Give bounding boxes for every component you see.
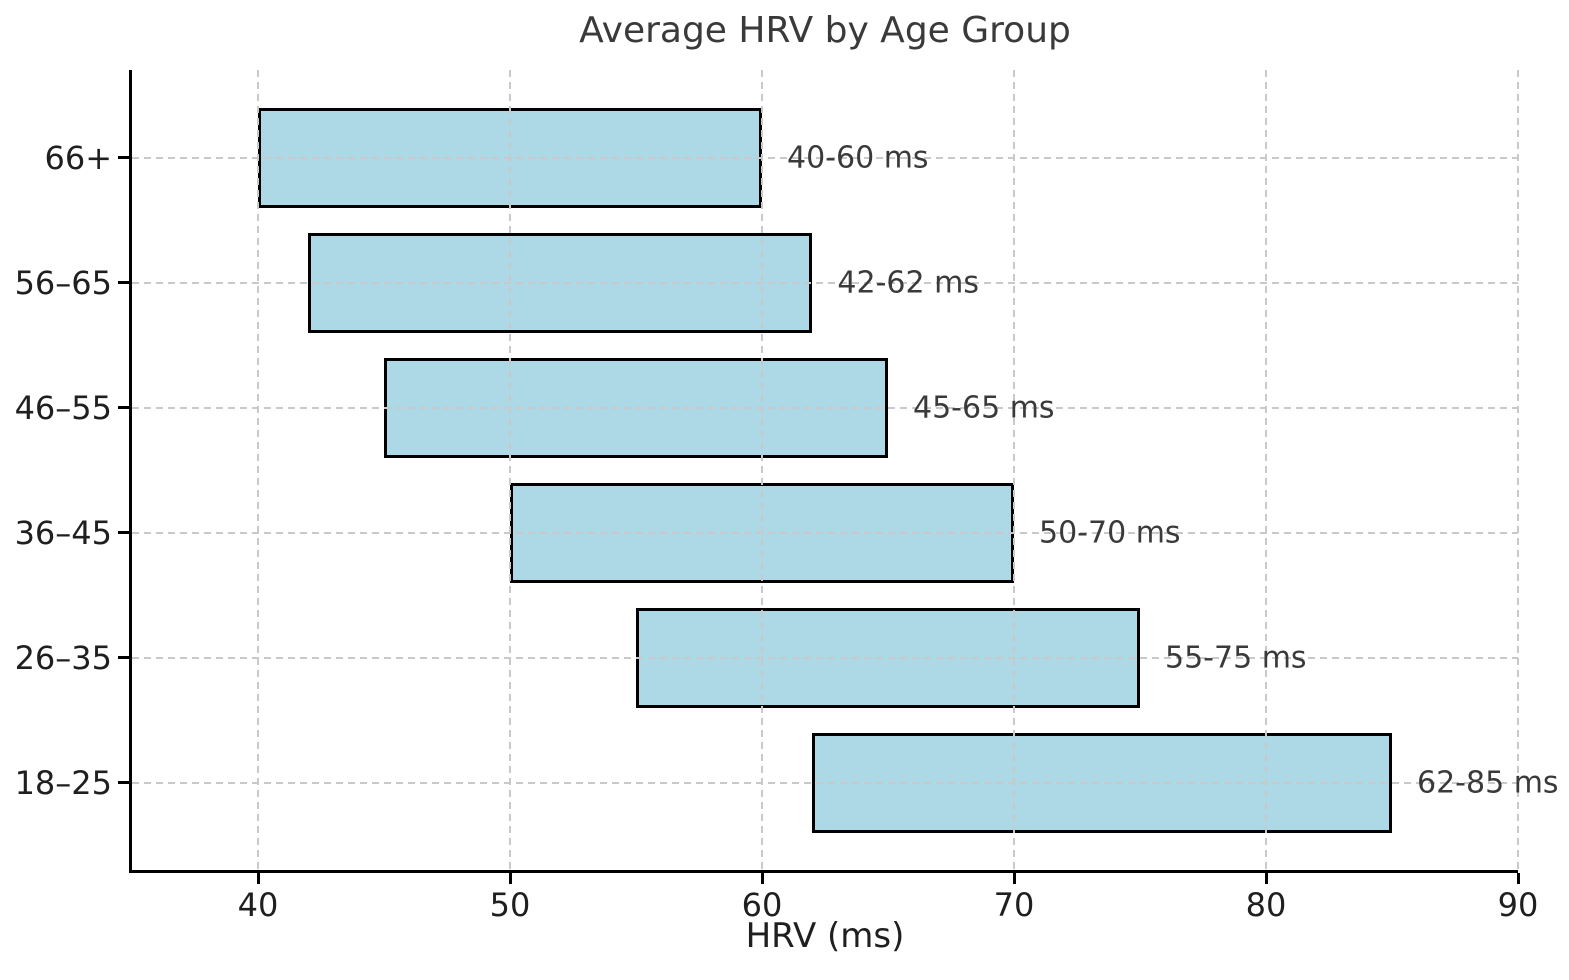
bar-value-label: 62-85 ms (1417, 765, 1559, 800)
chart-title: Average HRV by Age Group (579, 10, 1071, 51)
x-tick-mark (1264, 873, 1268, 884)
x-tick-mark (508, 873, 512, 884)
y-gridline (132, 406, 1518, 409)
x-gridline (761, 70, 763, 870)
bar-value-label: 50-70 ms (1039, 515, 1181, 550)
x-axis-spine (129, 870, 1518, 873)
y-gridline (132, 781, 1518, 784)
y-gridline (132, 656, 1518, 659)
y-tick-mark (118, 156, 129, 159)
y-tick-mark (118, 531, 129, 534)
x-gridline (1265, 70, 1267, 870)
x-tick-label: 60 (741, 886, 783, 924)
y-tick-label: 26–35 (14, 638, 112, 677)
y-gridline (132, 281, 1518, 284)
y-tick-mark (118, 781, 129, 784)
y-tick-label: 36–45 (14, 513, 112, 552)
x-tick-mark (256, 873, 260, 884)
y-tick-mark (118, 406, 129, 409)
x-tick-label: 90 (1497, 886, 1539, 924)
y-axis-spine (129, 70, 132, 873)
bar-value-label: 42-62 ms (837, 265, 979, 300)
x-tick-label: 80 (1245, 886, 1287, 924)
x-tick-label: 50 (489, 886, 531, 924)
y-gridline (132, 531, 1518, 534)
x-tick-label: 70 (993, 886, 1035, 924)
y-gridline (132, 156, 1518, 159)
bar-value-label: 55-75 ms (1165, 640, 1307, 675)
bar-value-label: 40-60 ms (787, 140, 929, 175)
x-gridline (1013, 70, 1015, 870)
x-tick-mark (1516, 873, 1520, 884)
y-tick-label: 56–65 (14, 263, 112, 302)
y-tick-label: 46–55 (14, 388, 112, 427)
y-tick-label: 66+ (44, 138, 112, 177)
x-gridline (1517, 70, 1519, 870)
x-axis-label: HRV (ms) (745, 916, 905, 956)
bar-value-label: 45-65 ms (913, 390, 1055, 425)
x-gridline (257, 70, 259, 870)
y-tick-mark (118, 281, 129, 284)
x-tick-label: 40 (237, 886, 279, 924)
plot-area: 40 50 60 70 80 90 66+ 40-60 ms 56–65 42-62 ms 46–5… (15, 70, 1559, 924)
x-tick-mark (760, 873, 764, 884)
y-tick-mark (118, 656, 129, 659)
x-gridline (509, 70, 511, 870)
y-tick-label: 18–25 (14, 763, 112, 802)
x-tick-mark (1012, 873, 1016, 884)
